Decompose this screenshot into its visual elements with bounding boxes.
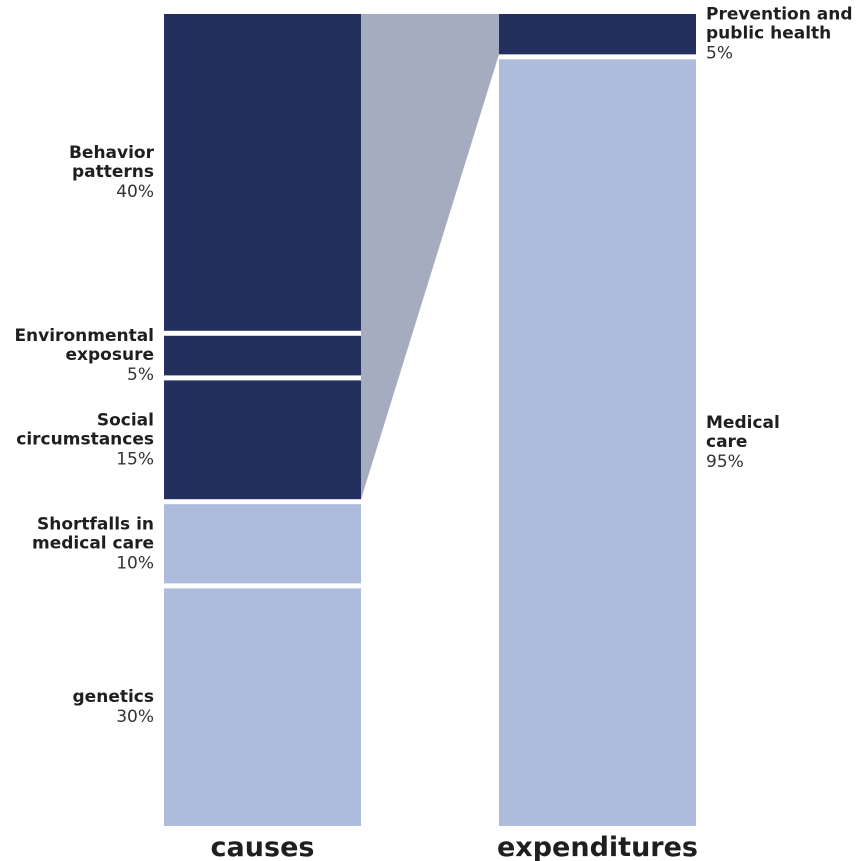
expenditures-label-prevention-and-public-health-line-2: public health bbox=[706, 24, 831, 44]
causes-bar-shortfalls-in-medical-care bbox=[164, 504, 361, 584]
causes-value-genetics: 30% bbox=[116, 707, 154, 727]
causes-label-environmental-exposure-line-2: exposure bbox=[66, 345, 154, 365]
causes-bar-environmental-exposure bbox=[164, 335, 361, 376]
causes-bar-behavior-patterns bbox=[164, 14, 361, 331]
causes-value-behavior-patterns: 40% bbox=[116, 182, 154, 202]
causes-label-behavior-patterns-line-1: Behavior bbox=[69, 143, 155, 163]
causes-label-shortfalls-in-medical-care-line-1: Shortfalls in bbox=[37, 514, 154, 534]
column-titles: causes expenditures bbox=[211, 832, 698, 861]
expenditures-bar-prevention-and-public-health bbox=[499, 14, 696, 55]
column-title-causes: causes bbox=[211, 832, 315, 861]
causes-label-genetics-line-1: genetics bbox=[73, 687, 154, 707]
expenditures-label-medical-care-line-2: care bbox=[706, 432, 747, 452]
expenditures-label-medical-care-line-1: Medical bbox=[706, 413, 780, 433]
bars-layer bbox=[164, 14, 696, 827]
expenditures-bar-medical-care bbox=[499, 59, 696, 827]
causes-value-social-circumstances: 15% bbox=[116, 449, 154, 469]
expenditures-value-medical-care: 95% bbox=[706, 452, 744, 472]
causes-label-social-circumstances-line-2: circumstances bbox=[16, 429, 154, 449]
connector-layer bbox=[361, 14, 499, 500]
causes-value-environmental-exposure: 5% bbox=[127, 365, 154, 385]
causes-label-environmental-exposure-line-1: Environmental bbox=[14, 326, 154, 346]
causes-label-shortfalls-in-medical-care-line-2: medical care bbox=[32, 533, 154, 553]
causes-label-social-circumstances-line-1: Social bbox=[97, 410, 154, 430]
column-title-expenditures: expenditures bbox=[497, 832, 698, 861]
causes-value-shortfalls-in-medical-care: 10% bbox=[116, 553, 154, 573]
causes-bar-social-circumstances bbox=[164, 380, 361, 500]
expenditures-label-prevention-and-public-health-line-1: Prevention and bbox=[706, 5, 852, 25]
causes-bar-genetics bbox=[164, 588, 361, 826]
connector-band bbox=[361, 14, 499, 500]
expenditures-value-prevention-and-public-health: 5% bbox=[706, 44, 733, 64]
causes-label-behavior-patterns-line-2: patterns bbox=[72, 162, 154, 182]
